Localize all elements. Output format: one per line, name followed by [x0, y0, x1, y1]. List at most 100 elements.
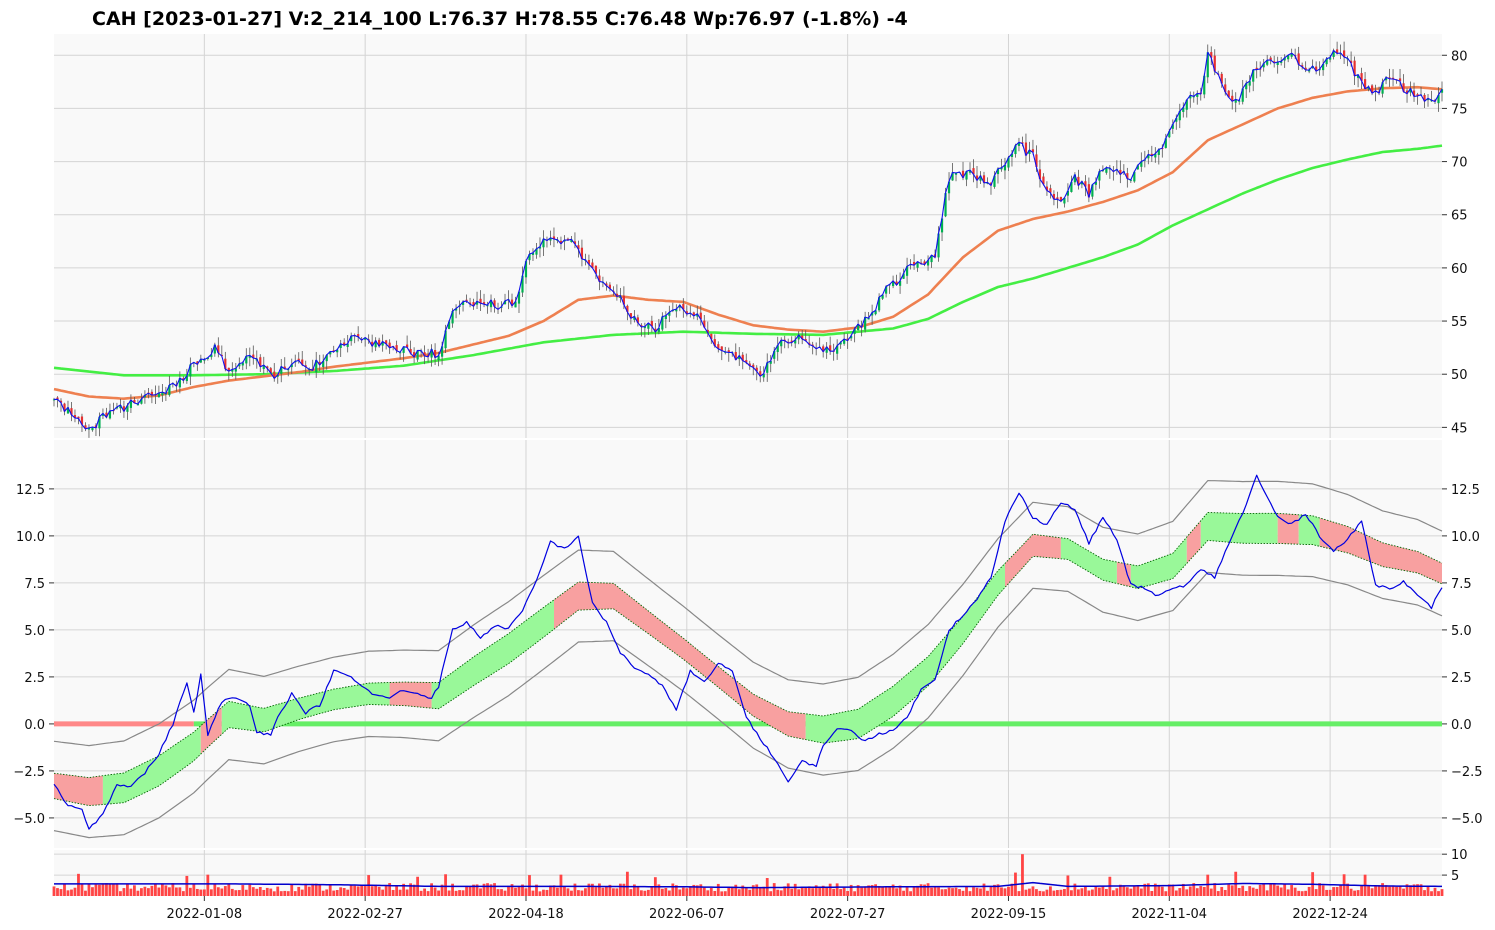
candle-body-212: [794, 339, 797, 344]
volume-bar-153: [587, 883, 591, 896]
ytick-label-left-7: 12.5: [16, 483, 45, 498]
volume-bar-387: [1405, 884, 1409, 896]
candle-body-254: [940, 218, 944, 233]
candle-body-190: [717, 344, 720, 349]
ytick-label-right-6: 75: [1451, 102, 1468, 117]
volume-bar-219: [818, 887, 822, 896]
volume-bar-37: [181, 891, 185, 896]
volume-bar-4: [66, 890, 70, 896]
volume-bar-56: [248, 884, 252, 896]
volume-bar-115: [454, 890, 458, 896]
candle-body-213: [797, 334, 800, 340]
volume-bar-339: [1237, 887, 1241, 896]
candle-body-93: [378, 339, 381, 347]
volume-bar-331: [1209, 888, 1213, 896]
candle-body-288: [1059, 196, 1063, 202]
volume-bar-244: [905, 887, 909, 896]
band-segment-12: [1186, 520, 1201, 564]
candle-body-385: [1398, 78, 1402, 82]
candle-body-51: [231, 369, 234, 372]
candle-body-214: [801, 335, 804, 340]
chart-title: CAH [2023-01-27] V:2_214_100 L:76.37 H:7…: [92, 8, 908, 30]
volume-bar-131: [510, 884, 514, 896]
volume-bar-22: [129, 888, 133, 896]
candle-body-197: [741, 354, 744, 361]
volume-bar-363: [1321, 885, 1325, 896]
volume-bar-184: [695, 885, 699, 896]
volume-bar-181: [685, 888, 689, 896]
volume-bar-38: [185, 875, 189, 896]
volume-bar-321: [1174, 890, 1178, 896]
candle-body-265: [979, 175, 982, 181]
band-segment-14: [1277, 513, 1299, 545]
candle-body-163: [622, 295, 625, 305]
volume-bar-133: [517, 886, 521, 896]
volume-bar-42: [199, 889, 203, 896]
volume-bar-262: [968, 891, 972, 896]
candle-body-26: [143, 395, 147, 398]
candle-body-150: [577, 245, 580, 250]
volume-bar-15: [105, 883, 108, 896]
candle-body-374: [1360, 73, 1363, 81]
volume-bar-47: [216, 887, 220, 896]
candle-body-309: [1133, 171, 1136, 182]
candle-body-262: [968, 170, 972, 173]
candle-body-234: [871, 312, 874, 316]
candle-body-187: [706, 329, 709, 333]
volume-bar-396: [1437, 891, 1440, 896]
volume-bar-168: [639, 890, 643, 896]
volume-bar-51: [230, 888, 234, 896]
volume-bar-320: [1171, 884, 1175, 896]
candle-body-131: [510, 299, 514, 306]
volume-bar-274: [1010, 883, 1014, 896]
volume-bar-371: [1349, 888, 1353, 896]
volume-bar-76: [318, 884, 322, 896]
volume-bar-253: [937, 887, 940, 896]
volume-bar-19: [119, 891, 122, 896]
volume-bar-261: [965, 886, 968, 896]
volume-bar-32: [164, 885, 168, 896]
volume-bar-258: [954, 887, 958, 896]
candle-body-13: [98, 416, 101, 429]
volume-bar-269: [993, 884, 996, 896]
candle-body-0: [52, 399, 56, 401]
candle-body-226: [843, 338, 846, 344]
volume-bar-149: [573, 883, 577, 896]
volume-bar-278: [1024, 889, 1028, 896]
volume-bar-113: [447, 890, 451, 896]
volume-bar-226: [842, 887, 846, 896]
candle-body-359: [1308, 70, 1311, 72]
volume-bar-209: [783, 886, 787, 896]
volume-bar-61: [265, 887, 269, 896]
volume-bar-167: [636, 886, 640, 896]
candle-body-176: [668, 312, 671, 316]
candle-body-185: [699, 312, 702, 320]
volume-bar-99: [398, 889, 402, 896]
volume-bar-14: [101, 883, 105, 896]
volume-bar-122: [479, 888, 482, 896]
candle-body-87: [357, 334, 360, 337]
ytick-label-right-6: 10.0: [1451, 530, 1480, 545]
volume-bar-294: [1080, 888, 1084, 896]
candle-body-137: [531, 252, 535, 255]
candle-body-129: [503, 300, 507, 305]
candle-body-295: [1084, 181, 1087, 187]
volume-bar-186: [702, 887, 706, 896]
volume-bar-218: [814, 885, 818, 896]
volume-bar-356: [1297, 890, 1301, 896]
volume-bar-276: [1017, 891, 1021, 896]
candle-body-114: [451, 311, 454, 324]
candle-body-120: [472, 302, 475, 307]
candle-body-135: [524, 261, 528, 278]
volume-bar-359: [1307, 886, 1311, 896]
volume-grid: [54, 850, 1442, 896]
volume-bar-89: [363, 885, 367, 896]
candle-body-33: [168, 384, 171, 396]
candle-body-125: [489, 299, 493, 308]
volume-bar-60: [262, 889, 266, 896]
candle-body-321: [1175, 118, 1178, 122]
volume-bar-284: [1045, 889, 1049, 896]
candle-body-153: [587, 259, 591, 265]
price-close-line: [53, 49, 1443, 430]
candle-body-272: [1003, 164, 1007, 171]
